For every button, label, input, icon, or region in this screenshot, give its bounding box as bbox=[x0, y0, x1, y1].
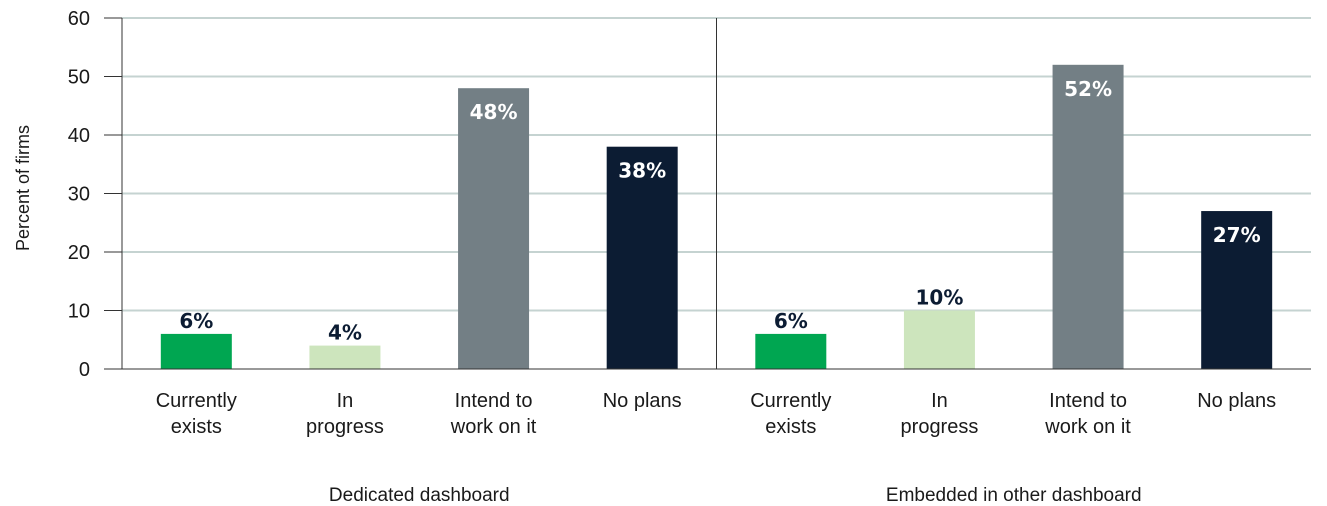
y-tick-label: 40 bbox=[68, 125, 90, 147]
category-label: No plans bbox=[1197, 390, 1276, 412]
data-label: 38% bbox=[618, 159, 666, 183]
category-label: exists bbox=[171, 416, 222, 438]
category-label: In bbox=[337, 390, 354, 412]
category-label: work on it bbox=[450, 416, 537, 438]
y-axis-label: Percent of firms bbox=[13, 125, 33, 251]
category-label: No plans bbox=[603, 390, 682, 412]
y-tick-label: 30 bbox=[68, 184, 90, 206]
bar bbox=[458, 88, 530, 369]
category-label: In bbox=[931, 390, 948, 412]
labels: 0 10 20 30 40 50 60 6% Currently exists 4% In progre… bbox=[68, 8, 1276, 506]
bar bbox=[1201, 211, 1273, 369]
bars bbox=[160, 64, 1273, 370]
y-tick-label: 10 bbox=[68, 301, 90, 323]
data-label: 27% bbox=[1213, 223, 1261, 247]
y-tick-label: 20 bbox=[68, 242, 90, 264]
data-label: 10% bbox=[916, 286, 964, 310]
data-label: 6% bbox=[774, 309, 808, 333]
data-label: 52% bbox=[1064, 77, 1112, 101]
category-label: work on it bbox=[1044, 416, 1131, 438]
category-label: progress bbox=[306, 416, 384, 438]
bar bbox=[755, 333, 827, 369]
y-tick-label: 50 bbox=[68, 67, 90, 89]
category-label: exists bbox=[765, 416, 816, 438]
category-label: Intend to bbox=[455, 390, 533, 412]
group-label: Dedicated dashboard bbox=[329, 485, 510, 506]
bar bbox=[903, 310, 975, 369]
category-label: Currently bbox=[156, 390, 237, 412]
bar bbox=[1052, 64, 1124, 370]
y-tick-label: 60 bbox=[68, 8, 90, 30]
category-label: progress bbox=[901, 416, 979, 438]
bar bbox=[160, 333, 232, 369]
data-label: 6% bbox=[179, 309, 213, 333]
axes bbox=[104, 17, 1311, 370]
y-tick-label: 0 bbox=[79, 359, 90, 381]
bar bbox=[606, 146, 678, 369]
category-label: Intend to bbox=[1049, 390, 1127, 412]
group-label: Embedded in other dashboard bbox=[886, 485, 1142, 506]
data-label: 48% bbox=[470, 100, 518, 124]
data-label: 4% bbox=[328, 321, 362, 345]
bar bbox=[309, 345, 381, 369]
category-label: Currently bbox=[750, 390, 831, 412]
